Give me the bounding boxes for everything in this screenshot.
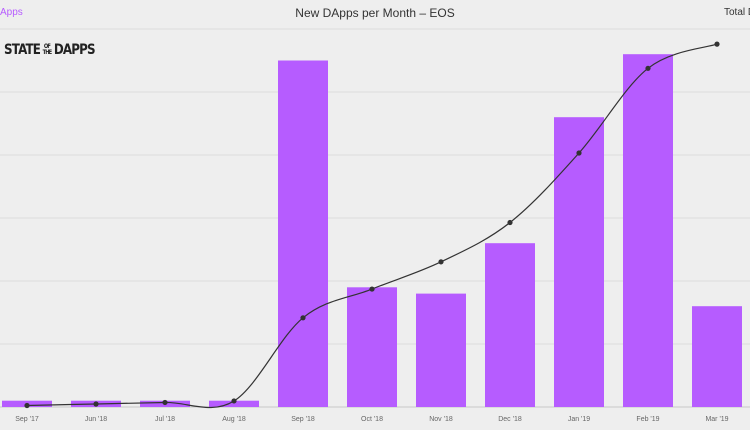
bar xyxy=(347,287,397,407)
total-dapps-point xyxy=(231,398,237,404)
bar xyxy=(623,54,673,407)
bar xyxy=(209,400,259,407)
legend-total-dapps[interactable]: Total DApps xyxy=(724,7,750,18)
chart-title: New DApps per Month – EOS xyxy=(295,6,455,20)
x-tick-label: Sep '17 xyxy=(15,416,39,423)
total-dapps-point xyxy=(438,259,444,265)
x-tick-label: Mar '19 xyxy=(705,416,728,423)
x-tick-label: Feb '19 xyxy=(636,416,659,423)
x-tick-label: Sep '18 xyxy=(291,416,315,423)
total-dapps-point xyxy=(645,65,651,71)
bar xyxy=(416,293,466,407)
total-dapps-point xyxy=(576,150,582,156)
bar xyxy=(692,306,742,407)
x-tick-label: Dec '18 xyxy=(498,416,522,423)
bar xyxy=(554,117,604,407)
bar xyxy=(485,243,535,407)
x-tick-label: Aug '18 xyxy=(222,416,246,423)
total-dapps-point xyxy=(93,401,99,407)
total-dapps-point xyxy=(369,286,375,292)
total-dapps-point xyxy=(300,315,306,321)
x-tick-label: Jul '18 xyxy=(155,416,175,423)
total-dapps-point xyxy=(507,219,513,226)
total-dapps-point xyxy=(162,399,168,406)
state-of-the-dapps-logo: STATE OF THE DAPPS xyxy=(4,42,96,58)
total-dapps-point xyxy=(24,402,30,409)
x-tick-label: Nov '18 xyxy=(429,416,453,423)
total-dapps-point xyxy=(714,41,720,47)
x-tick-label: Jan '19 xyxy=(568,416,590,423)
legend-new-dapps[interactable]: New DApps xyxy=(0,7,23,18)
bar xyxy=(278,60,328,407)
x-tick-label: Oct '18 xyxy=(361,416,383,423)
x-tick-label: Jun '18 xyxy=(85,416,107,423)
